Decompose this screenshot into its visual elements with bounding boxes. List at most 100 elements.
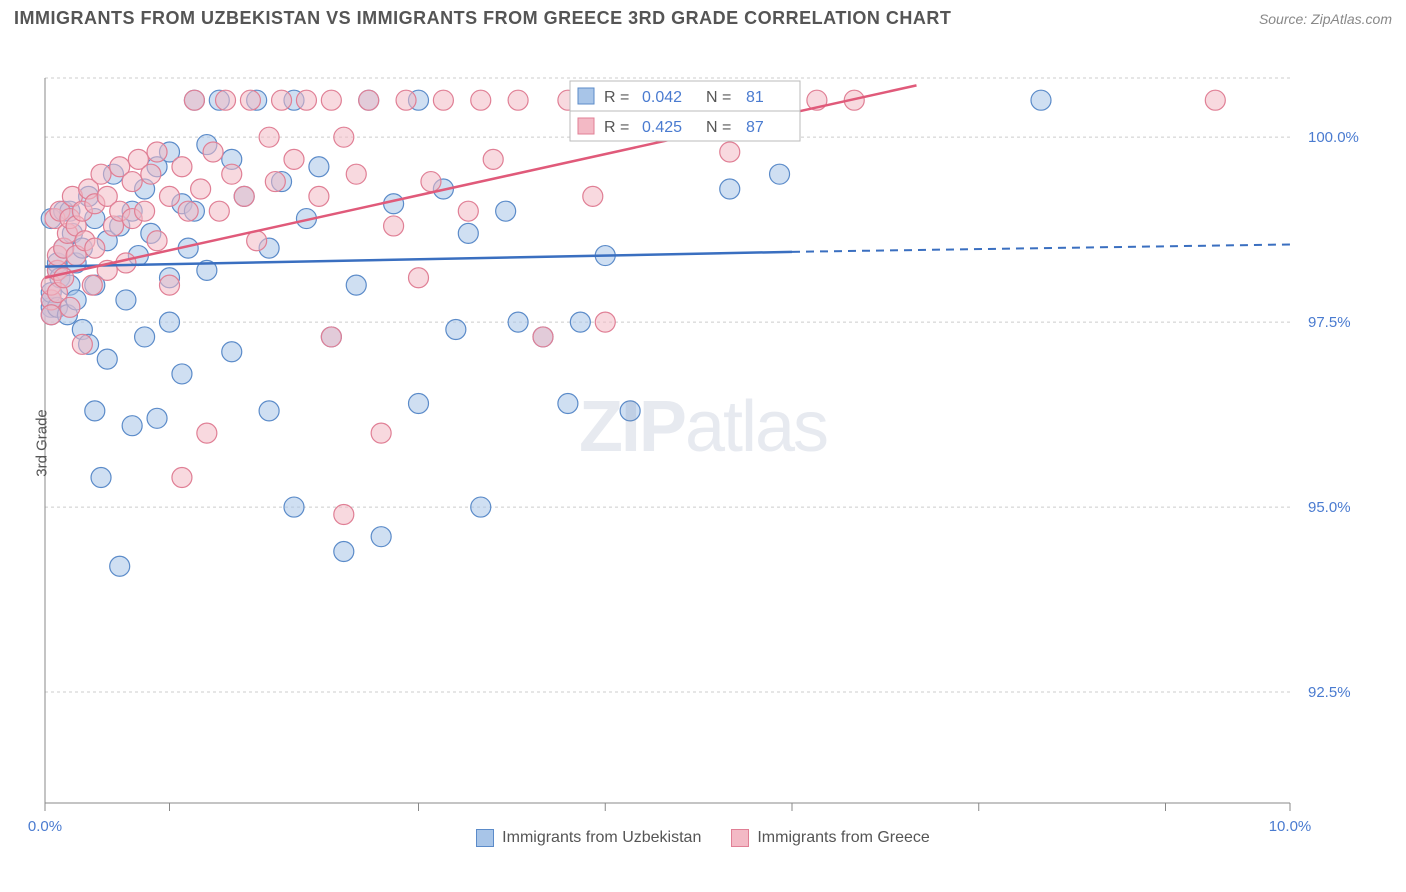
y-tick-label: 97.5% [1308, 314, 1351, 331]
trend-line-dash-uzbekistan [792, 244, 1290, 251]
legend-item-greece: Immigrants from Greece [731, 829, 929, 847]
scatter-point-greece [172, 157, 192, 177]
scatter-point-greece [91, 164, 111, 184]
scatter-point-uzbekistan [508, 312, 528, 332]
chart-svg: 92.5%95.0%97.5%100.0%0.0%10.0%R =0.042N … [0, 33, 1406, 853]
legend-r-value: 0.042 [642, 89, 682, 106]
scatter-point-greece [147, 142, 167, 162]
chart-title: IMMIGRANTS FROM UZBEKISTAN VS IMMIGRANTS… [14, 8, 951, 29]
scatter-point-greece [82, 275, 102, 295]
scatter-point-uzbekistan [116, 290, 136, 310]
scatter-point-greece [508, 90, 528, 110]
scatter-point-uzbekistan [122, 416, 142, 436]
y-axis-label: 3rd Grade [33, 409, 50, 477]
scatter-point-greece [409, 268, 429, 288]
scatter-point-greece [259, 127, 279, 147]
legend-item-uzbekistan: Immigrants from Uzbekistan [476, 829, 701, 847]
scatter-point-greece [583, 186, 603, 206]
scatter-point-greece [122, 172, 142, 192]
legend-n-value: 81 [746, 89, 764, 106]
legend-r-label: R = [604, 119, 629, 136]
scatter-point-greece [184, 90, 204, 110]
scatter-point-greece [240, 90, 260, 110]
scatter-point-uzbekistan [1031, 90, 1051, 110]
scatter-point-greece [309, 186, 329, 206]
scatter-point-greece [141, 164, 161, 184]
scatter-point-uzbekistan [135, 327, 155, 347]
scatter-point-uzbekistan [620, 401, 640, 421]
scatter-point-greece [216, 90, 236, 110]
scatter-point-uzbekistan [334, 541, 354, 561]
scatter-point-uzbekistan [147, 408, 167, 428]
legend-r-value: 0.425 [642, 119, 682, 136]
scatter-point-greece [265, 172, 285, 192]
scatter-point-greece [54, 268, 74, 288]
scatter-point-greece [178, 201, 198, 221]
scatter-point-uzbekistan [458, 223, 478, 243]
legend-n-label: N = [706, 119, 731, 136]
scatter-point-greece [234, 186, 254, 206]
scatter-point-greece [60, 297, 80, 317]
scatter-point-uzbekistan [570, 312, 590, 332]
chart-container: 3rd Grade ZIPatlas 92.5%95.0%97.5%100.0%… [0, 33, 1406, 853]
scatter-point-uzbekistan [97, 349, 117, 369]
legend-swatch-uzbekistan [476, 829, 494, 847]
scatter-point-greece [272, 90, 292, 110]
scatter-point-uzbekistan [346, 275, 366, 295]
scatter-point-greece [334, 127, 354, 147]
legend-swatch [578, 118, 594, 134]
scatter-point-uzbekistan [409, 394, 429, 414]
scatter-point-greece [222, 164, 242, 184]
scatter-point-greece [396, 90, 416, 110]
scatter-point-uzbekistan [160, 312, 180, 332]
scatter-point-uzbekistan [371, 527, 391, 547]
scatter-point-uzbekistan [471, 497, 491, 517]
legend-label-greece: Immigrants from Greece [757, 829, 929, 847]
scatter-point-greece [471, 90, 491, 110]
legend-label-uzbekistan: Immigrants from Uzbekistan [502, 829, 701, 847]
scatter-point-greece [371, 423, 391, 443]
scatter-point-greece [172, 467, 192, 487]
scatter-point-uzbekistan [222, 342, 242, 362]
legend-n-label: N = [706, 89, 731, 106]
y-tick-label: 92.5% [1308, 684, 1351, 701]
scatter-point-greece [533, 327, 553, 347]
scatter-point-uzbekistan [446, 320, 466, 340]
scatter-point-greece [359, 90, 379, 110]
scatter-point-greece [334, 504, 354, 524]
scatter-point-uzbekistan [496, 201, 516, 221]
scatter-point-greece [197, 423, 217, 443]
scatter-point-greece [209, 201, 229, 221]
scatter-point-uzbekistan [110, 556, 130, 576]
scatter-point-greece [147, 231, 167, 251]
scatter-point-uzbekistan [720, 179, 740, 199]
scatter-point-greece [72, 334, 92, 354]
legend-r-label: R = [604, 89, 629, 106]
scatter-point-greece [483, 149, 503, 169]
source-label: Source: ZipAtlas.com [1259, 11, 1392, 27]
scatter-point-uzbekistan [309, 157, 329, 177]
legend-swatch-greece [731, 829, 749, 847]
scatter-point-greece [346, 164, 366, 184]
scatter-point-uzbekistan [91, 467, 111, 487]
scatter-point-uzbekistan [259, 401, 279, 421]
scatter-point-greece [41, 305, 61, 325]
scatter-point-greece [296, 90, 316, 110]
scatter-point-greece [321, 327, 341, 347]
scatter-point-greece [433, 90, 453, 110]
scatter-point-greece [595, 312, 615, 332]
legend-swatch [578, 88, 594, 104]
scatter-point-uzbekistan [85, 401, 105, 421]
scatter-point-greece [321, 90, 341, 110]
scatter-point-greece [421, 172, 441, 192]
scatter-point-greece [116, 253, 136, 273]
scatter-point-greece [284, 149, 304, 169]
scatter-point-greece [720, 142, 740, 162]
scatter-point-greece [160, 275, 180, 295]
scatter-point-greece [1205, 90, 1225, 110]
scatter-point-greece [160, 186, 180, 206]
bottom-legend: Immigrants from Uzbekistan Immigrants fr… [0, 823, 1406, 853]
scatter-point-uzbekistan [558, 394, 578, 414]
scatter-point-uzbekistan [770, 164, 790, 184]
scatter-point-greece [384, 216, 404, 236]
